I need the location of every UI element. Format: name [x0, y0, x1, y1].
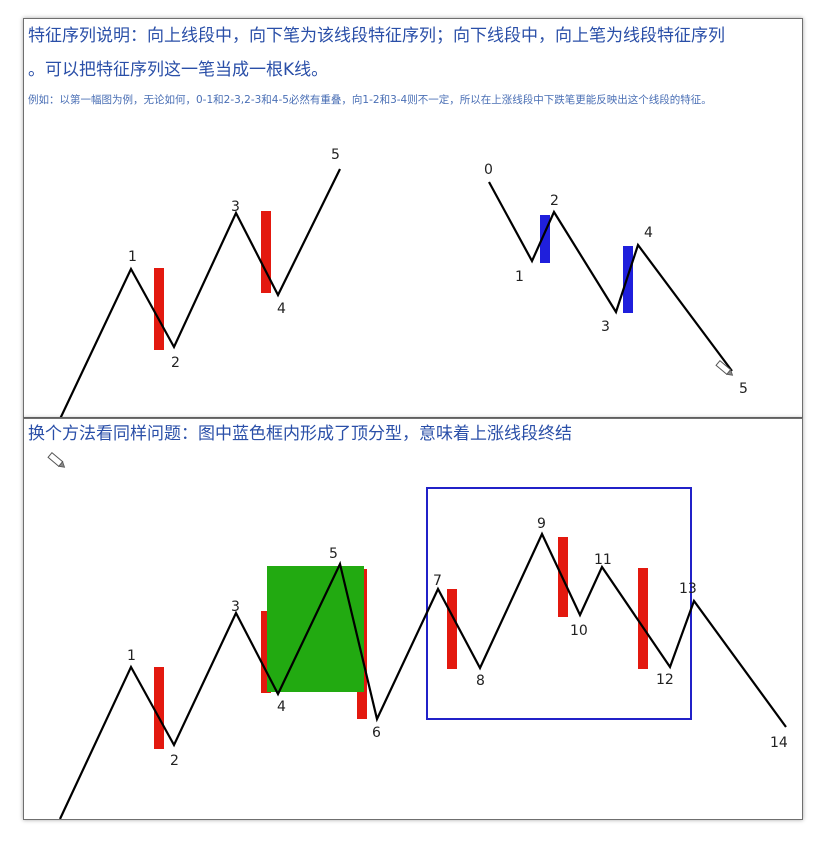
feature-bar-7-8	[447, 589, 457, 669]
left-label-1: 1	[128, 249, 137, 265]
top-panel: 特征序列说明：向上线段中，向下笔为该线段特征序列；向下线段中，向上笔为线段特征序…	[23, 18, 803, 418]
bottom-panel: 换个方法看同样问题：图中蓝色框内形成了顶分型，意味着上涨线段终结 1 2 3 4…	[23, 418, 803, 820]
feature-bar-1-2-blue	[540, 215, 550, 263]
left-label-4: 4	[277, 301, 286, 317]
bottom-label-7: 7	[433, 573, 442, 589]
bottom-diagram: 1 2 3 4 5 6 7 8 9 10 11 12 13 14	[47, 451, 788, 819]
bottom-label-10: 10	[570, 623, 588, 639]
right-label-0: 0	[484, 162, 493, 178]
pencil-icon	[47, 451, 66, 468]
right-label-5: 5	[739, 381, 748, 397]
bottom-label-5: 5	[329, 546, 338, 562]
price-line	[59, 531, 787, 819]
bottom-label-3: 3	[231, 599, 240, 615]
top-subtitle: 例如：以第一幅图为例，无论如何，0-1和2-3,2-3和4-5必然有重叠，向1-…	[28, 94, 712, 106]
left-label-2: 2	[171, 355, 180, 371]
feature-bar-11-12	[638, 568, 648, 669]
right-label-4: 4	[644, 225, 653, 241]
pencil-icon	[715, 359, 734, 376]
left-label-3: 3	[231, 199, 240, 215]
bottom-label-6: 6	[372, 725, 381, 741]
top-title-line2: 。可以把特征序列这一笔当成一根K线。	[28, 60, 329, 80]
top-title-line1: 特征序列说明：向上线段中，向下笔为该线段特征序列；向下线段中，向上笔为线段特征序…	[28, 26, 725, 46]
right-label-1: 1	[515, 269, 524, 285]
bottom-label-4: 4	[277, 699, 286, 715]
feature-bar-3-4	[261, 611, 271, 693]
bottom-label-1: 1	[127, 648, 136, 664]
feature-bar-1-2	[154, 667, 164, 749]
left-label-5: 5	[331, 147, 340, 163]
up-segment-line	[59, 168, 341, 417]
bottom-label-11: 11	[594, 552, 612, 568]
top-diagram: 1 2 3 4 5 0 1 2 3 4 5	[59, 147, 748, 417]
down-segment-line	[488, 181, 733, 372]
bottom-label-8: 8	[476, 673, 485, 689]
right-label-3: 3	[601, 319, 610, 335]
bottom-title: 换个方法看同样问题：图中蓝色框内形成了顶分型，意味着上涨线段终结	[28, 424, 572, 444]
feature-bar-1-2	[154, 268, 164, 350]
right-label-2: 2	[550, 193, 559, 209]
feature-bar-3-4-blue	[623, 246, 633, 313]
bottom-label-12: 12	[656, 672, 674, 688]
bottom-label-9: 9	[537, 516, 546, 532]
bottom-label-14: 14	[770, 735, 788, 751]
bottom-label-2: 2	[170, 753, 179, 769]
top-fractal-frame	[426, 487, 692, 720]
bottom-label-13: 13	[679, 581, 697, 597]
overlap-box	[267, 566, 364, 692]
feature-bar-3-4	[261, 211, 271, 293]
